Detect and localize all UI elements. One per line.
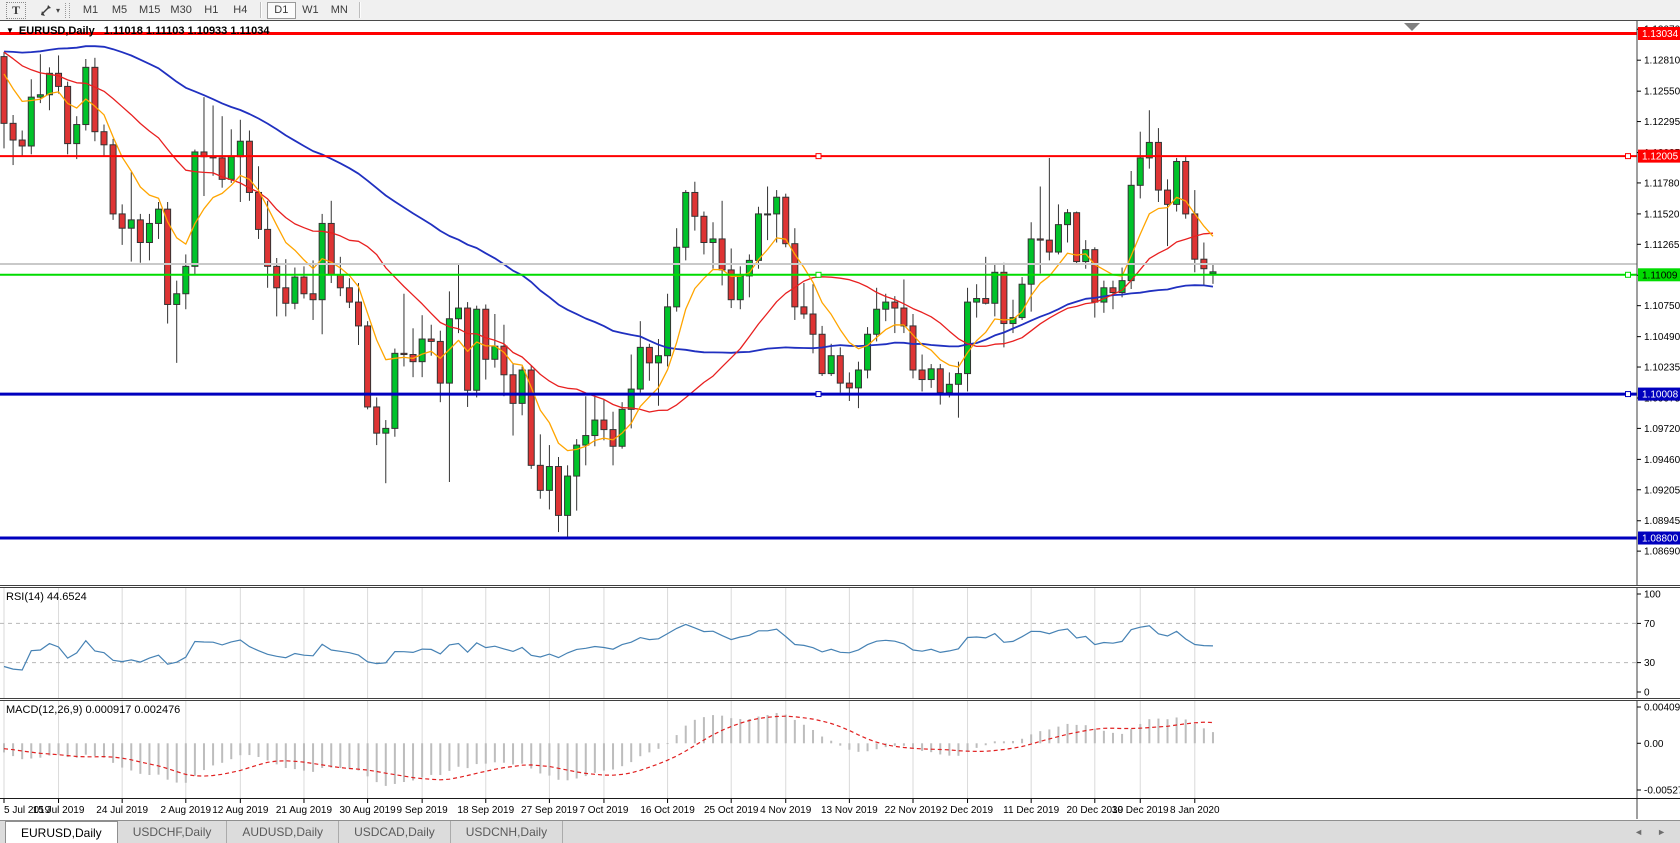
svg-text:20 Dec 2019: 20 Dec 2019: [1066, 805, 1123, 816]
tab-audusd-daily[interactable]: AUDUSD,Daily: [227, 821, 340, 843]
svg-text:30 Aug 2019: 30 Aug 2019: [340, 805, 397, 816]
svg-text:27 Sep 2019: 27 Sep 2019: [521, 805, 578, 816]
tab-scroll-left-icon[interactable]: ◄: [1634, 827, 1644, 837]
svg-text:1.12005: 1.12005: [1642, 152, 1679, 163]
svg-text:1.11780: 1.11780: [1644, 178, 1680, 189]
svg-text:5 Jul 2019: 5 Jul 2019: [4, 805, 51, 816]
panel-splitter-macd[interactable]: [0, 698, 1680, 701]
tab-usdcnh-daily[interactable]: USDCNH,Daily: [451, 821, 564, 843]
svg-text:13 Nov 2019: 13 Nov 2019: [821, 805, 878, 816]
svg-text:1.08945: 1.08945: [1644, 516, 1680, 527]
svg-text:8 Jan 2020: 8 Jan 2020: [1170, 805, 1220, 816]
svg-text:1.12810: 1.12810: [1644, 56, 1680, 67]
tab-usdcad-daily[interactable]: USDCAD,Daily: [339, 821, 451, 843]
timeframe-button-m1[interactable]: M1: [76, 2, 105, 19]
macd-histogram: [3, 713, 1214, 786]
timeframe-button-h1[interactable]: H1: [197, 2, 226, 19]
svg-text:0: 0: [1644, 688, 1650, 699]
tab-usdchf-daily[interactable]: USDCHF,Daily: [118, 821, 228, 843]
horizontal-lines-layer: [0, 32, 1637, 540]
svg-text:1.12295: 1.12295: [1644, 117, 1680, 128]
svg-text:0.004095: 0.004095: [1644, 703, 1680, 714]
svg-text:2 Aug 2019: 2 Aug 2019: [160, 805, 211, 816]
svg-text:1.11520: 1.11520: [1644, 209, 1680, 220]
svg-text:15 Jul 2019: 15 Jul 2019: [33, 805, 85, 816]
timeframe-button-m15[interactable]: M15: [134, 2, 165, 19]
svg-text:1.08690: 1.08690: [1644, 547, 1680, 558]
svg-text:2 Dec 2019: 2 Dec 2019: [942, 805, 994, 816]
chart-shift-marker: [1404, 23, 1420, 31]
cursor-arrows-icon[interactable]: [36, 2, 56, 19]
price-axis: 1.130701.128101.125501.122951.120351.117…: [1636, 21, 1680, 585]
tab-eurusd-daily[interactable]: EURUSD,Daily: [5, 821, 118, 843]
dropdown-caret-icon[interactable]: ▾: [56, 5, 61, 15]
svg-text:4 Nov 2019: 4 Nov 2019: [760, 805, 812, 816]
date-axis[interactable]: 5 Jul 2019 15 Jul 2019 24 Jul 2019 2 Aug 20…: [0, 798, 1680, 820]
svg-text:1.10008: 1.10008: [1642, 390, 1679, 401]
svg-text:1.11265: 1.11265: [1644, 240, 1680, 251]
svg-text:1.10750: 1.10750: [1644, 301, 1680, 312]
rsi-gridlines: [3, 588, 1196, 698]
toolbar-separator: [259, 2, 262, 18]
rsi-panel-canvas[interactable]: 100 70 30 0: [0, 588, 1680, 698]
timeframe-button-h4[interactable]: H4: [226, 2, 255, 19]
svg-text:30: 30: [1644, 658, 1656, 669]
toolbar: T ▾ M1 M5 M15 M30 H1 H4 D1 W1 MN: [0, 0, 1680, 20]
svg-text:9 Sep 2019: 9 Sep 2019: [397, 805, 449, 816]
chart-tabbar: EURUSD,Daily USDCHF,Daily AUDUSD,Daily USDC…: [0, 820, 1680, 843]
svg-text:70: 70: [1644, 619, 1656, 630]
svg-text:1.09205: 1.09205: [1644, 485, 1680, 496]
svg-text:1.12550: 1.12550: [1644, 87, 1680, 98]
svg-text:7 Oct 2019: 7 Oct 2019: [579, 805, 628, 816]
toolbar-grip[interactable]: [65, 2, 71, 18]
price-chart-canvas[interactable]: 1.130701.128101.125501.122951.120351.117…: [0, 21, 1680, 585]
rsi-axis: 100 70 30 0: [1636, 588, 1661, 699]
svg-text:1.09460: 1.09460: [1644, 455, 1680, 466]
timeframe-buttons: M1 M5 M15 M30 H1 H4 D1 W1 MN: [76, 1, 354, 19]
svg-text:1.10235: 1.10235: [1644, 363, 1680, 374]
text-tool-button[interactable]: T: [6, 1, 26, 19]
svg-text:0.00: 0.00: [1644, 739, 1664, 750]
chart-tabs: EURUSD,Daily USDCHF,Daily AUDUSD,Daily USDC…: [5, 821, 564, 843]
timeframe-button-m5[interactable]: M5: [105, 2, 134, 19]
svg-text:1.09720: 1.09720: [1644, 424, 1680, 435]
svg-text:100: 100: [1644, 590, 1661, 601]
chart-window: 1.130701.128101.125501.122951.120351.117…: [0, 20, 1680, 798]
svg-text:11 Dec 2019: 11 Dec 2019: [1003, 805, 1059, 816]
svg-text:1.08800: 1.08800: [1642, 534, 1679, 545]
svg-text:24 Jul 2019: 24 Jul 2019: [96, 805, 148, 816]
svg-text:1.11009: 1.11009: [1642, 270, 1678, 281]
moving-averages-layer: [3, 45, 1214, 452]
svg-text:18 Sep 2019: 18 Sep 2019: [457, 805, 514, 816]
panel-splitter-rsi[interactable]: [0, 585, 1680, 588]
svg-text:12 Aug 2019: 12 Aug 2019: [212, 805, 269, 816]
macd-axis: 0.004095 0.00 -0.005273: [1636, 701, 1680, 798]
svg-text:30 Dec 2019: 30 Dec 2019: [1112, 805, 1169, 816]
toolbar-separator: [358, 2, 361, 18]
tab-scroll-controls: ◄ ►: [1634, 821, 1680, 843]
svg-text:21 Aug 2019: 21 Aug 2019: [276, 805, 333, 816]
rsi-line: [3, 623, 1213, 671]
tab-scroll-right-icon[interactable]: ►: [1657, 827, 1666, 837]
macd-signal-line: [3, 715, 1213, 781]
svg-text:22 Nov 2019: 22 Nov 2019: [885, 805, 942, 816]
macd-panel-canvas[interactable]: 0.004095 0.00 -0.005273: [0, 701, 1680, 798]
svg-text:1.10490: 1.10490: [1644, 332, 1680, 343]
timeframe-button-mn[interactable]: MN: [325, 2, 354, 19]
svg-text:-0.005273: -0.005273: [1644, 786, 1680, 797]
svg-text:25 Oct 2019: 25 Oct 2019: [704, 805, 759, 816]
candles-layer: [0, 51, 1217, 540]
svg-text:1.13034: 1.13034: [1642, 29, 1679, 40]
svg-text:16 Oct 2019: 16 Oct 2019: [640, 805, 695, 816]
timeframe-button-m30[interactable]: M30: [165, 2, 196, 19]
timeframe-button-w1[interactable]: W1: [296, 2, 325, 19]
timeframe-button-d1[interactable]: D1: [266, 1, 296, 19]
diagonal-arrows-icon: [40, 4, 51, 16]
